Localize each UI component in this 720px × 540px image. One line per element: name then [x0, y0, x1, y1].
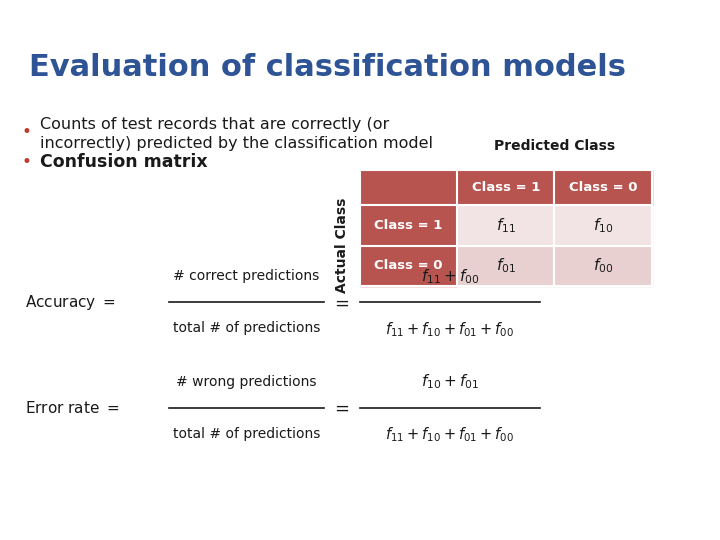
Text: •: •: [22, 123, 32, 141]
Text: Evaluation of classification models: Evaluation of classification models: [29, 53, 626, 82]
Text: $f_{00}$: $f_{00}$: [593, 256, 613, 275]
Text: •: •: [22, 153, 32, 171]
Bar: [554, 246, 652, 286]
Text: Predicted Class: Predicted Class: [494, 139, 615, 153]
Bar: [457, 170, 554, 205]
Bar: [360, 246, 457, 286]
Text: total # of predictions: total # of predictions: [173, 427, 320, 441]
Text: # wrong predictions: # wrong predictions: [176, 375, 317, 389]
Bar: [554, 170, 652, 205]
Text: Accuracy $=$: Accuracy $=$: [25, 293, 116, 312]
Text: Error rate $=$: Error rate $=$: [25, 400, 120, 416]
Text: $f_{01}$: $f_{01}$: [496, 256, 516, 275]
Text: $=$: $=$: [330, 293, 349, 312]
Bar: [457, 246, 554, 286]
Text: Class = 0: Class = 0: [374, 259, 443, 273]
Text: Counts of test records that are correctly (or: Counts of test records that are correctl…: [40, 117, 389, 132]
Text: $=$: $=$: [330, 399, 349, 417]
Text: incorrectly) predicted by the classification model: incorrectly) predicted by the classifica…: [40, 136, 433, 151]
Text: $f_{10}$: $f_{10}$: [593, 216, 613, 235]
Bar: [457, 205, 554, 246]
Text: $f_{11} + f_{10} + f_{01} + f_{00}$: $f_{11} + f_{10} + f_{01} + f_{00}$: [385, 320, 515, 339]
Text: total # of predictions: total # of predictions: [173, 321, 320, 335]
Bar: [554, 205, 652, 246]
Text: $f_{11}$: $f_{11}$: [496, 216, 516, 235]
Text: Class = 1: Class = 1: [374, 219, 443, 232]
Bar: [360, 205, 457, 246]
Text: $f_{11} + f_{00}$: $f_{11} + f_{00}$: [420, 267, 480, 286]
Text: Actual Class: Actual Class: [335, 198, 349, 293]
Bar: [360, 170, 457, 205]
Text: Class = 1: Class = 1: [472, 181, 540, 194]
Text: # correct predictions: # correct predictions: [174, 269, 320, 284]
Text: Confusion matrix: Confusion matrix: [40, 153, 207, 171]
Text: Class = 0: Class = 0: [569, 181, 637, 194]
Text: $f_{10} + f_{01}$: $f_{10} + f_{01}$: [421, 373, 479, 391]
Text: $f_{11} + f_{10} + f_{01} + f_{00}$: $f_{11} + f_{10} + f_{01} + f_{00}$: [385, 426, 515, 444]
